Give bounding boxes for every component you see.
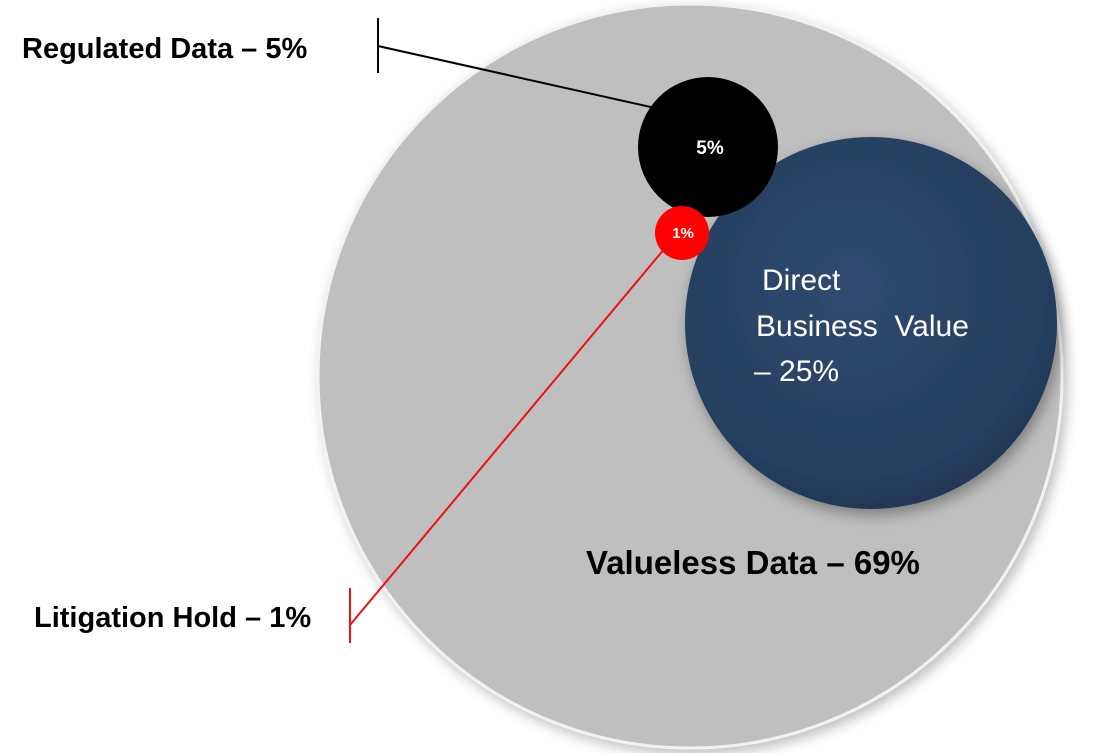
direct-business-value-circle xyxy=(685,137,1057,509)
direct-business-value-label-line1: Direct xyxy=(762,264,841,297)
regulated-data-circle xyxy=(638,77,778,217)
litigation-hold-circle xyxy=(655,206,709,260)
direct-business-value-label-line2: Business Value xyxy=(756,310,969,343)
litigation-hold-leader xyxy=(349,247,666,643)
regulated-data-leader xyxy=(377,18,656,109)
valueless-data-label: Valueless Data – 69% xyxy=(586,544,920,581)
litigation-hold-callout: Litigation Hold – 1% xyxy=(34,602,311,634)
direct-business-value-label-line3: – 25% xyxy=(754,355,839,388)
regulated-data-callout: Regulated Data – 5% xyxy=(22,33,307,65)
litigation-hold-inner-label: 1% xyxy=(672,225,694,242)
regulated-data-inner-label: 5% xyxy=(696,138,724,159)
